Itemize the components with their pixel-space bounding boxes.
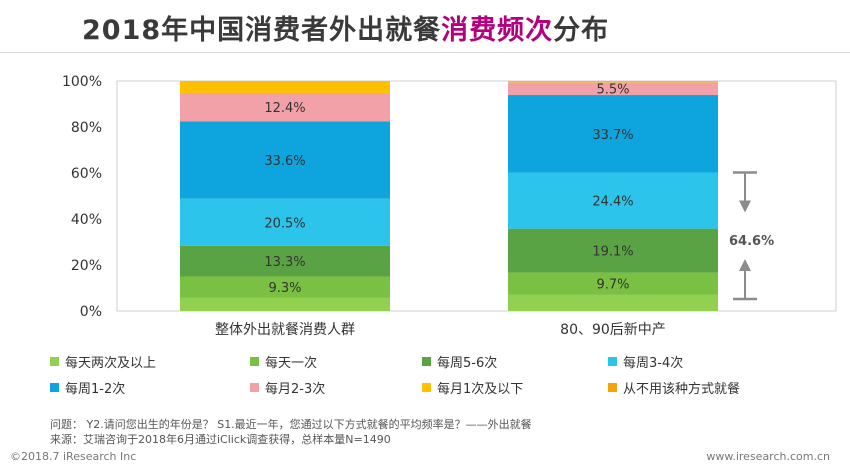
bar-segment — [508, 228, 718, 273]
bar-segment — [180, 276, 390, 298]
legend-item: 每天一次 — [250, 352, 317, 371]
legend-swatch — [50, 383, 59, 392]
legend-item: 每月2-3次 — [250, 378, 325, 397]
category-label: 80、90后新中产 — [560, 322, 666, 338]
bar-segment — [508, 272, 718, 295]
legend-swatch — [422, 383, 431, 392]
bar-segment — [508, 82, 718, 96]
legend-swatch — [422, 357, 431, 366]
data-label: 5.5% — [596, 83, 629, 98]
y-tick-label: 20% — [71, 258, 102, 274]
bar-segment — [180, 81, 390, 93]
legend-label: 每周3-4次 — [623, 356, 684, 371]
legend-item: 每周5-6次 — [422, 352, 497, 371]
legend-swatch — [608, 357, 617, 366]
legend-item: 每周3-4次 — [608, 352, 683, 371]
y-tick-label: 40% — [71, 212, 102, 228]
legend-swatch — [250, 383, 259, 392]
bar-segment — [508, 294, 718, 311]
bracket-down-arrow — [739, 200, 751, 213]
y-tick-label: 80% — [71, 120, 102, 136]
bracket-annotation-label: 64.6% — [729, 234, 775, 249]
legend-swatch — [608, 383, 617, 392]
legend-label: 每天两次及以上 — [65, 356, 157, 371]
legend-item: 从不用该种方式就餐 — [608, 378, 740, 397]
category-label: 整体外出就餐消费人群 — [215, 322, 355, 338]
data-label: 33.7% — [592, 128, 633, 143]
legend-item: 每周1-2次 — [50, 378, 125, 397]
website: www.iresearch.com.cn — [706, 450, 830, 463]
title-highlight: 消费频次 — [441, 15, 554, 46]
legend-label: 每天一次 — [265, 356, 318, 371]
legend-item: 每天两次及以上 — [50, 352, 156, 371]
legend-item: 每月1次及以下 — [422, 378, 523, 397]
data-label: 9.3% — [268, 281, 301, 296]
bracket-up-arrow — [739, 259, 751, 271]
legend-label: 从不用该种方式就餐 — [623, 382, 741, 397]
y-tick-label: 0% — [80, 304, 102, 320]
y-tick-label: 100% — [62, 74, 102, 90]
source-note: 来源：艾瑞咨询于2018年6月通过iClick调查获得，总样本量N=1490 — [50, 433, 391, 446]
bar-segment — [180, 297, 390, 311]
data-label: 24.4% — [592, 195, 633, 210]
plot-frame — [116, 80, 837, 312]
bar-segment — [508, 172, 718, 229]
legend-label: 每周1-2次 — [65, 382, 126, 397]
data-label: 13.3% — [264, 255, 305, 270]
bar-segment — [508, 95, 718, 173]
bar-segment — [180, 198, 390, 246]
bar-segment — [180, 245, 390, 277]
data-label: 12.4% — [264, 101, 305, 116]
legend-label: 每周5-6次 — [437, 356, 498, 371]
title-part1: 2018年中国消费者外出就餐 — [82, 15, 442, 46]
data-label: 20.5% — [264, 216, 305, 231]
chart-title: 2018年中国消费者外出就餐消费频次分布 — [82, 8, 609, 47]
legend-swatch — [50, 357, 59, 366]
title-divider — [0, 52, 850, 53]
bar-segment — [508, 81, 718, 83]
legend-swatch — [250, 357, 259, 366]
title-part2: 分布 — [553, 15, 610, 46]
stacked-bar-chart: 0% 20% 40% 60% 80% 100% 9.3% 13.3% 20.5% 33.6% 12.… — [62, 74, 837, 338]
bar-segment — [180, 92, 390, 122]
y-tick-label: 60% — [71, 166, 102, 182]
data-label: 33.6% — [264, 154, 305, 169]
legend-label: 每月1次及以下 — [437, 382, 524, 397]
data-label: 19.1% — [592, 245, 633, 260]
legend-label: 每月2-3次 — [265, 382, 326, 397]
data-label: 9.7% — [596, 278, 629, 293]
question-note: 问题： Y2.请问您出生的年份是？ S1.最近一年，您通过以下方式就餐的平均频率… — [50, 418, 532, 431]
bar-segment — [180, 121, 390, 199]
copyright: ©2018.7 iResearch Inc — [10, 450, 137, 463]
